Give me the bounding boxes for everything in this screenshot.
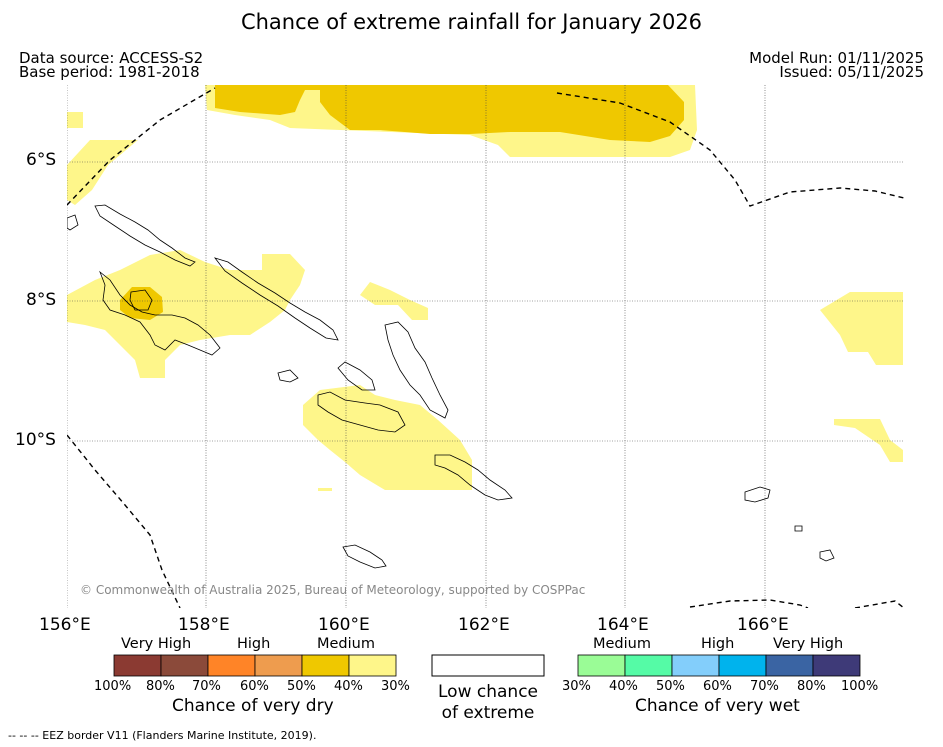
wet-tick-100: 100% bbox=[841, 679, 879, 694]
low-caption-line2: of extreme bbox=[441, 703, 535, 723]
dry-swatch-3 bbox=[254, 654, 303, 677]
wet-tick-40: 40% bbox=[609, 679, 638, 694]
dry-swatch-4 bbox=[301, 654, 350, 677]
dry-swatch-0 bbox=[113, 654, 162, 677]
lon-label-162e: 162°E bbox=[458, 615, 510, 635]
eez-borders bbox=[67, 87, 904, 608]
dry-caption: Chance of very dry bbox=[172, 696, 334, 716]
wet-swatch-3 bbox=[718, 654, 767, 677]
wet-tick-30: 30% bbox=[562, 679, 591, 694]
lon-label-156e: 156°E bbox=[39, 615, 91, 635]
lon-label-166e: 166°E bbox=[737, 615, 789, 635]
copyright-notice: © Commonwealth of Australia 2025, Bureau… bbox=[80, 583, 586, 597]
dry-swatch-5 bbox=[348, 654, 397, 677]
lon-label-158e: 158°E bbox=[178, 615, 230, 635]
graticule bbox=[67, 85, 904, 608]
wet-level-medium: Medium bbox=[593, 636, 651, 652]
dry-swatch-1 bbox=[160, 654, 209, 677]
wet-tick-70: 70% bbox=[750, 679, 779, 694]
lat-label-6s: 6°S bbox=[26, 150, 57, 170]
wet-swatch-0 bbox=[577, 654, 626, 677]
issued-date: Issued: 05/11/2025 bbox=[779, 63, 924, 81]
dry-level-high: High bbox=[237, 636, 271, 652]
dry-level-very-high: Very High bbox=[121, 636, 192, 652]
low-caption-line1: Low chance bbox=[438, 682, 538, 702]
dry-tick-30: 30% bbox=[381, 679, 410, 694]
wet-swatch-4 bbox=[765, 654, 814, 677]
wet-swatch-2 bbox=[671, 654, 720, 677]
legend-dry-boxes bbox=[113, 654, 397, 677]
eez-footnote: -- -- -- EEZ border V11 (Flanders Marine… bbox=[8, 729, 317, 742]
wet-tick-60: 60% bbox=[703, 679, 732, 694]
base-period: Base period: 1981-2018 bbox=[19, 63, 200, 81]
dry-tick-100: 100% bbox=[94, 679, 132, 694]
model-run: Model Run: 01/11/2025 bbox=[749, 49, 924, 67]
dry-swatch-2 bbox=[207, 654, 256, 677]
wet-level-high: High bbox=[701, 636, 735, 652]
dry-tick-80: 80% bbox=[146, 679, 175, 694]
legend-wet-boxes bbox=[577, 654, 861, 677]
map-layers bbox=[67, 85, 904, 608]
dry-tick-60: 60% bbox=[240, 679, 269, 694]
map-title: Chance of extreme rainfall for January 2… bbox=[240, 10, 703, 34]
lat-label-10s: 10°S bbox=[15, 430, 56, 450]
wet-caption: Chance of very wet bbox=[635, 696, 800, 716]
dry-tick-70: 70% bbox=[192, 679, 221, 694]
dry-tick-50: 50% bbox=[287, 679, 316, 694]
wet-level-very-high: Very High bbox=[773, 636, 844, 652]
dry-medium-low-areas bbox=[67, 85, 903, 491]
coastlines bbox=[67, 204, 835, 569]
legend-low-box bbox=[431, 654, 545, 677]
wet-tick-80: 80% bbox=[797, 679, 826, 694]
wet-tick-50: 50% bbox=[656, 679, 685, 694]
lon-label-160e: 160°E bbox=[318, 615, 370, 635]
dry-level-medium: Medium bbox=[317, 636, 375, 652]
wet-swatch-1 bbox=[624, 654, 673, 677]
wet-swatch-5 bbox=[812, 654, 861, 677]
lat-label-8s: 8°S bbox=[26, 290, 57, 310]
dry-tick-40: 40% bbox=[334, 679, 363, 694]
data-source: Data source: ACCESS-S2 bbox=[19, 49, 204, 67]
lon-label-164e: 164°E bbox=[597, 615, 649, 635]
